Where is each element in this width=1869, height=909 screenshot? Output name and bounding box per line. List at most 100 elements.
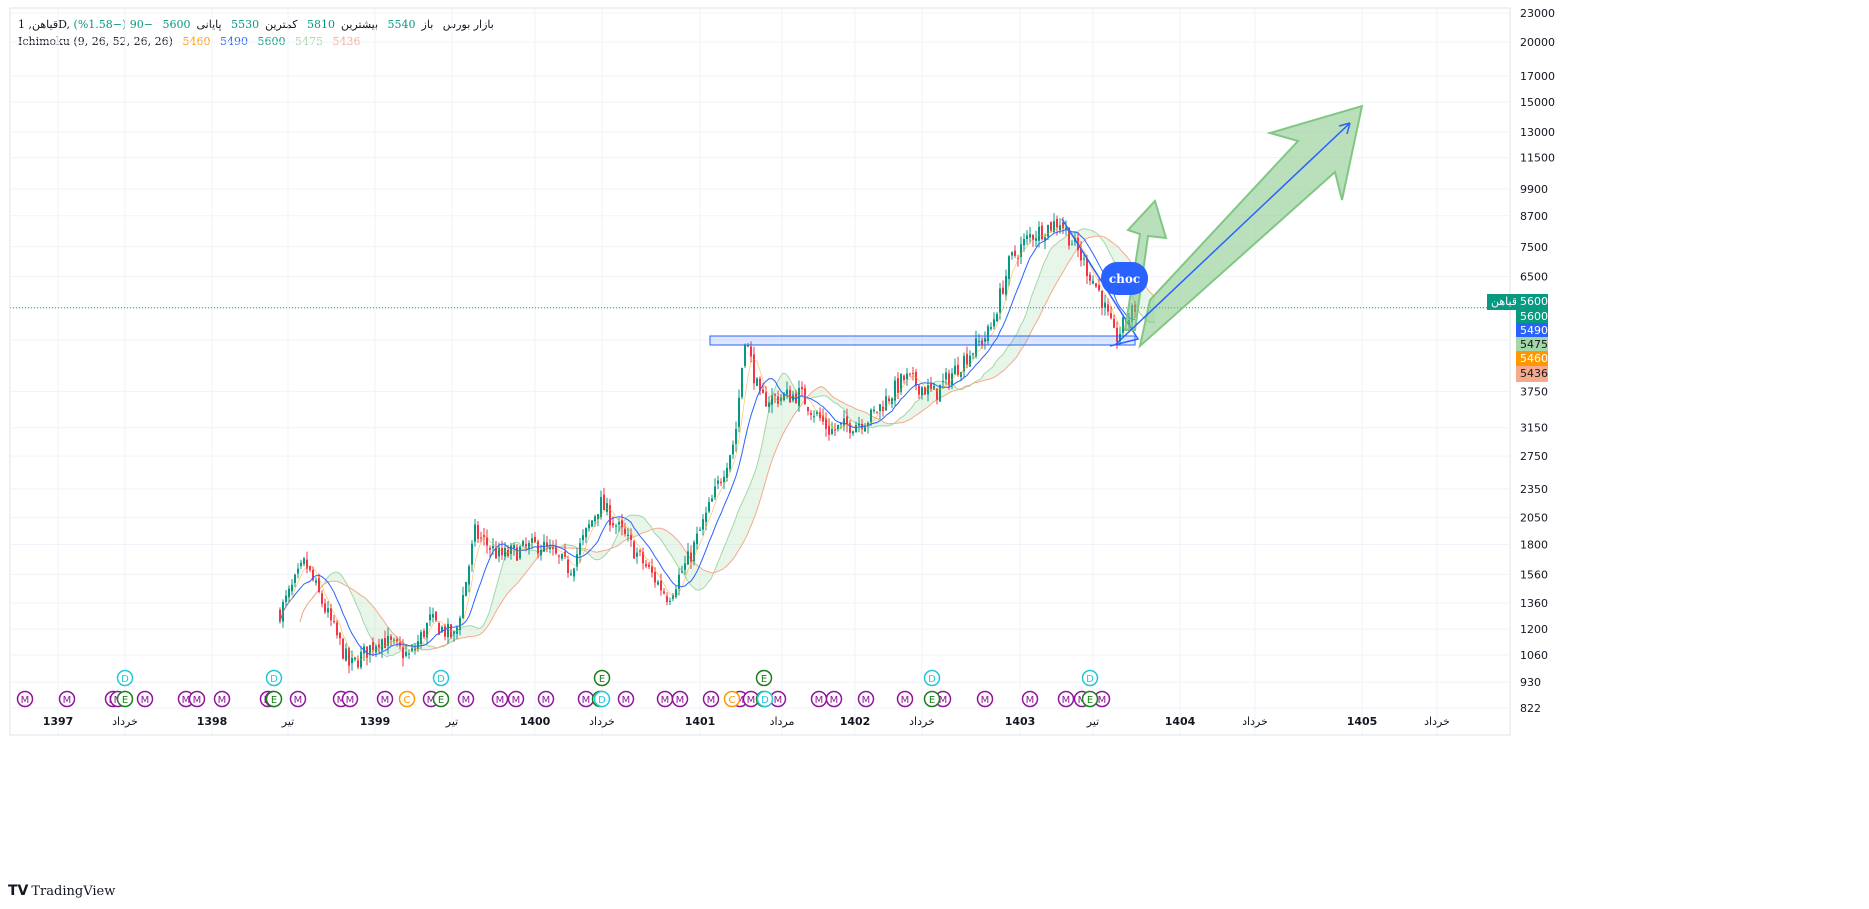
ichimoku-value-4: 5475 (294, 35, 323, 48)
candle-body (681, 571, 683, 573)
candle-body (1011, 252, 1013, 256)
candle-body (435, 611, 437, 621)
price-tick-label: 6500 (1520, 271, 1548, 284)
event-marker-d[interactable]: D (432, 669, 450, 687)
candle-body (678, 574, 680, 589)
event-markers[interactable]: MMMMMMMMMMMMMMMMMMMMMMMMMMMMMMMMMMMMMEEE… (16, 669, 1111, 708)
tradingview-logo[interactable]: 𝗧𝗩 TradingView (8, 883, 116, 899)
candle-body (345, 648, 347, 661)
candle-body (663, 591, 665, 594)
event-marker-d[interactable]: D (116, 669, 134, 687)
event-marker-m[interactable]: M (491, 690, 509, 708)
price-tick-label: 8700 (1520, 210, 1548, 223)
event-marker-d[interactable]: D (756, 690, 774, 708)
svg-text:M: M (862, 695, 871, 706)
projection-arrow-small[interactable] (1123, 199, 1168, 331)
event-marker-m[interactable]: M (976, 690, 994, 708)
event-marker-m[interactable]: M (671, 690, 689, 708)
svg-text:M: M (582, 695, 591, 706)
event-marker-m[interactable]: M (702, 690, 720, 708)
candle-body (1104, 302, 1106, 308)
candle-body (726, 467, 728, 479)
candle-body (1092, 280, 1094, 284)
event-marker-e[interactable]: E (755, 669, 773, 687)
candle-body (1029, 234, 1031, 238)
price-tag: 5460 (1516, 351, 1548, 367)
candle-body (555, 546, 557, 554)
time-tick-label: خرداد (112, 715, 138, 728)
projection-arrow-large[interactable] (1138, 104, 1364, 349)
event-marker-m[interactable]: M (341, 690, 359, 708)
candle-body (540, 549, 542, 556)
event-marker-e[interactable]: E (432, 690, 450, 708)
candle-body (1110, 313, 1112, 319)
candle-body (1026, 235, 1028, 239)
trend-line-up[interactable] (1114, 122, 1351, 346)
candle-body (774, 394, 776, 396)
event-marker-d[interactable]: D (593, 690, 611, 708)
time-tick-label: 1398 (197, 715, 228, 728)
symbol-legend: قیاهن, 1D, بازار بورس باز 5540 بیشترین 581… (18, 18, 500, 31)
price-tick-label: 23000 (1520, 7, 1555, 20)
event-marker-m[interactable]: M (457, 690, 475, 708)
svg-text:M: M (337, 695, 346, 706)
event-marker-d[interactable]: D (265, 669, 283, 687)
candle-body (1065, 227, 1067, 230)
event-marker-m[interactable]: M (810, 690, 828, 708)
event-marker-e[interactable]: E (593, 669, 611, 687)
event-marker-m[interactable]: M (656, 690, 674, 708)
candle-body (990, 327, 992, 329)
candle-body (513, 545, 515, 549)
candle-body (900, 374, 902, 392)
event-marker-m[interactable]: M (213, 690, 231, 708)
event-marker-c[interactable]: C (398, 690, 416, 708)
candle-body (1062, 222, 1064, 229)
event-marker-m[interactable]: M (289, 690, 307, 708)
candle-body (330, 608, 332, 621)
event-marker-m[interactable]: M (1057, 690, 1075, 708)
event-marker-m[interactable]: M (537, 690, 555, 708)
event-marker-m[interactable]: M (825, 690, 843, 708)
event-marker-d[interactable]: D (923, 669, 941, 687)
event-marker-m[interactable]: M (376, 690, 394, 708)
event-marker-m[interactable]: M (857, 690, 875, 708)
event-marker-e[interactable]: E (265, 690, 283, 708)
event-marker-m[interactable]: M (1021, 690, 1039, 708)
choc-bubble[interactable] (1101, 262, 1148, 295)
candle-body (561, 553, 563, 559)
time-axis[interactable]: 1397 خرداد 1398 تیر 1399 تیر 1400 خرداد 1401 مردا… (43, 715, 1450, 728)
high-value: 5810 (307, 18, 335, 31)
svg-text:E: E (271, 695, 277, 706)
event-marker-m[interactable]: M (16, 690, 34, 708)
candle-body (594, 516, 596, 522)
event-marker-e[interactable]: E (1081, 690, 1099, 708)
candle-body (654, 572, 656, 583)
event-marker-m[interactable]: M (58, 690, 76, 708)
candle-body (984, 338, 986, 342)
event-marker-m[interactable]: M (188, 690, 206, 708)
event-marker-e[interactable]: E (923, 690, 941, 708)
candle-body (933, 385, 935, 390)
candle-body (675, 589, 677, 598)
event-marker-m[interactable]: M (507, 690, 525, 708)
candle-body (849, 423, 851, 433)
candle-body (372, 642, 374, 651)
event-marker-c[interactable]: C (723, 690, 741, 708)
candle-body (963, 355, 965, 372)
candle-body (582, 535, 584, 541)
price-tick-label: 3150 (1520, 422, 1548, 435)
svg-text:M: M (1062, 695, 1071, 706)
trend-line-down[interactable] (1061, 218, 1140, 347)
support-zone[interactable] (709, 335, 1136, 346)
plot-frame (9, 7, 1511, 736)
svg-text:M: M (622, 695, 631, 706)
event-marker-m[interactable]: M (577, 690, 595, 708)
event-marker-e[interactable]: E (116, 690, 134, 708)
event-marker-m[interactable]: M (136, 690, 154, 708)
event-marker-d[interactable]: D (1081, 669, 1099, 687)
drawings[interactable]: choc (709, 104, 1364, 349)
open-value: 5540 (387, 18, 416, 31)
event-marker-m[interactable]: M (896, 690, 914, 708)
event-marker-m[interactable]: M (617, 690, 635, 708)
